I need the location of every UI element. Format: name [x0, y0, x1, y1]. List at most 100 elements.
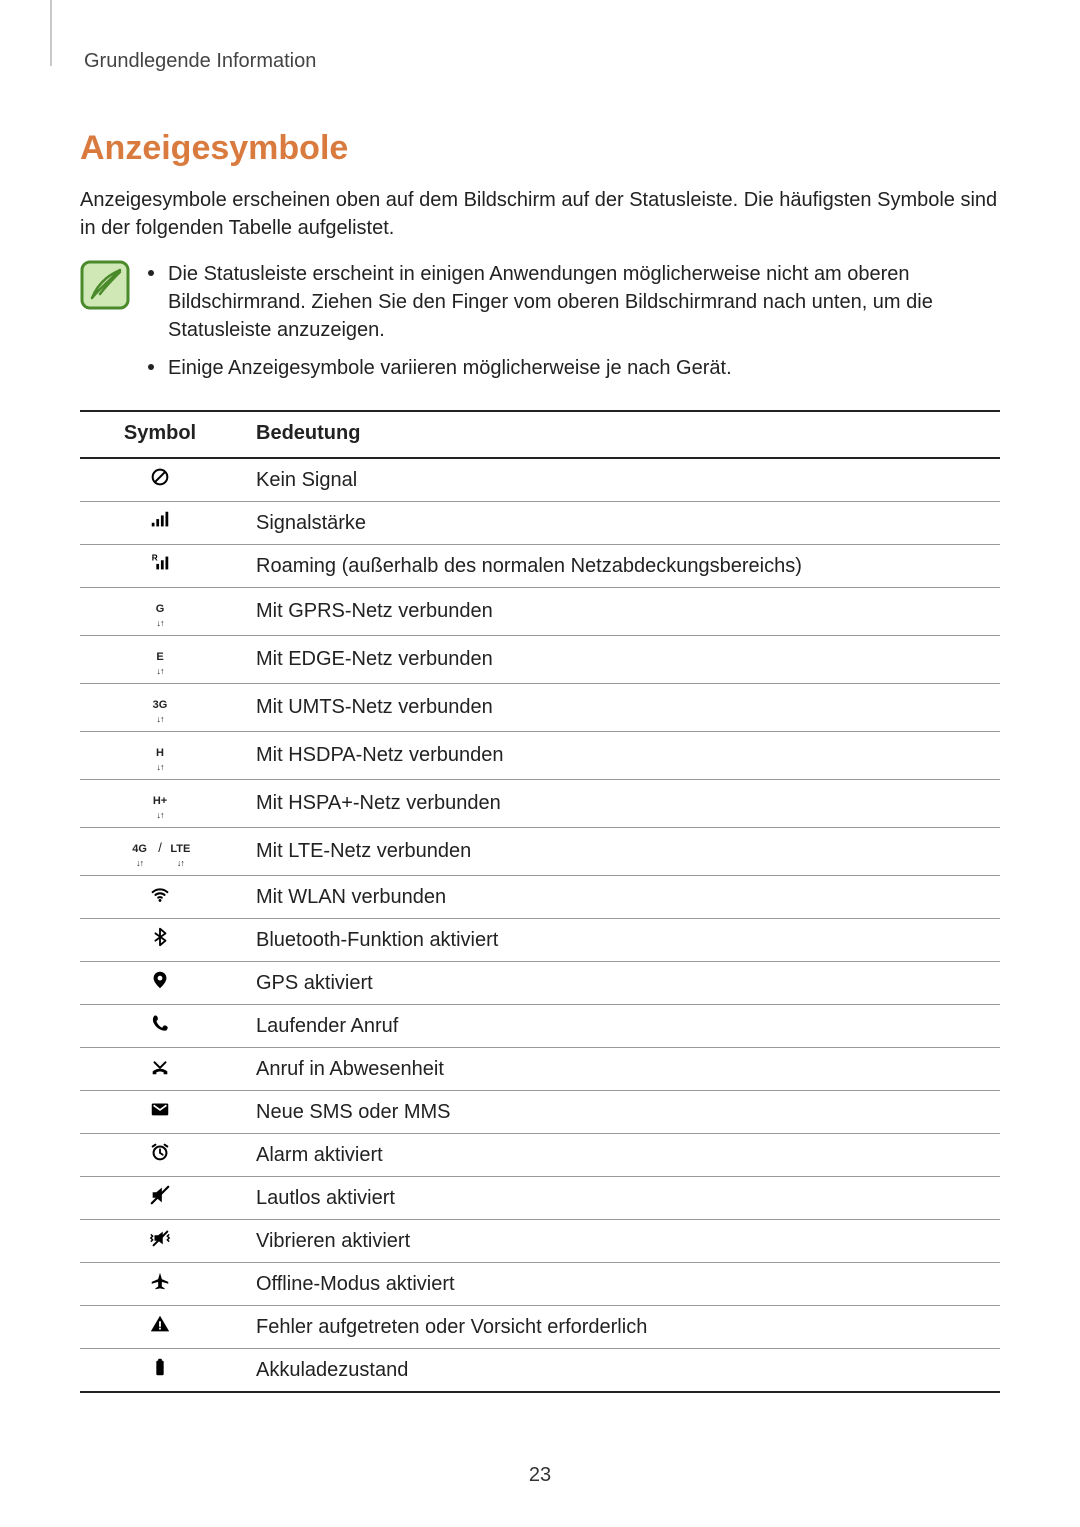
network-g-icon: G↓↑ — [147, 595, 173, 617]
table-row: G↓↑ Mit GPRS-Netz verbunden — [80, 588, 1000, 636]
meaning-cell: Bluetooth-Funktion aktiviert — [240, 919, 1000, 962]
bullet-icon — [148, 364, 154, 370]
symbol-cell: 3G↓↑ — [80, 684, 240, 732]
symbol-cell: G↓↑ — [80, 588, 240, 636]
table-row: Offline-Modus aktiviert — [80, 1263, 1000, 1306]
symbol-cell — [80, 545, 240, 588]
note-item: Die Statusleiste erscheint in einigen An… — [148, 260, 1000, 344]
table-row: Signalstärke — [80, 502, 1000, 545]
table-row: H+↓↑ Mit HSPA+-Netz verbunden — [80, 780, 1000, 828]
meaning-cell: Roaming (außerhalb des normalen Netzabde… — [240, 545, 1000, 588]
vibrate-icon — [147, 1227, 173, 1249]
symbol-cell — [80, 1134, 240, 1177]
table-row: Laufender Anruf — [80, 1005, 1000, 1048]
meaning-cell: Mit WLAN verbunden — [240, 876, 1000, 919]
table-row: Bluetooth-Funktion aktiviert — [80, 919, 1000, 962]
table-row: Neue SMS oder MMS — [80, 1091, 1000, 1134]
note-block: Die Statusleiste erscheint in einigen An… — [80, 260, 1000, 392]
no-signal-icon — [147, 466, 173, 488]
symbol-cell — [80, 1048, 240, 1091]
table-row: Anruf in Abwesenheit — [80, 1048, 1000, 1091]
symbol-cell — [80, 1306, 240, 1349]
airplane-icon — [147, 1270, 173, 1292]
signal-icon — [147, 509, 173, 531]
symbol-cell — [80, 502, 240, 545]
page: Grundlegende Information Anzeigesymbole … — [0, 0, 1080, 1527]
symbol-cell: 4G↓↑ / LTE↓↑ — [80, 828, 240, 876]
network-h-icon: H↓↑ — [147, 739, 173, 761]
meaning-cell: Offline-Modus aktiviert — [240, 1263, 1000, 1306]
table-row: Akkuladezustand — [80, 1349, 1000, 1393]
symbol-cell: H↓↑ — [80, 732, 240, 780]
symbol-cell — [80, 458, 240, 502]
meaning-cell: Mit UMTS-Netz verbunden — [240, 684, 1000, 732]
page-number: 23 — [0, 1464, 1080, 1487]
header-meaning: Bedeutung — [240, 411, 1000, 458]
meaning-cell: Anruf in Abwesenheit — [240, 1048, 1000, 1091]
meaning-cell: Lautlos aktiviert — [240, 1177, 1000, 1220]
symbol-cell: E↓↑ — [80, 636, 240, 684]
note-icon — [80, 260, 130, 310]
network-h+-icon: H+↓↑ — [147, 787, 173, 809]
table-row: Vibrieren aktiviert — [80, 1220, 1000, 1263]
section-title: Anzeigesymbole — [80, 129, 1000, 168]
symbol-cell — [80, 962, 240, 1005]
meaning-cell: Mit LTE-Netz verbunden — [240, 828, 1000, 876]
message-icon — [147, 1098, 173, 1120]
symbol-cell — [80, 1177, 240, 1220]
table-row: Alarm aktiviert — [80, 1134, 1000, 1177]
symbol-cell — [80, 1091, 240, 1134]
meaning-cell: Mit GPRS-Netz verbunden — [240, 588, 1000, 636]
symbol-cell — [80, 919, 240, 962]
running-head: Grundlegende Information — [80, 30, 1000, 129]
network-e-icon: E↓↑ — [147, 643, 173, 665]
alarm-icon — [147, 1141, 173, 1163]
symbol-cell — [80, 1349, 240, 1393]
header-symbol: Symbol — [80, 411, 240, 458]
meaning-cell: Fehler aufgetreten oder Vorsicht erforde… — [240, 1306, 1000, 1349]
meaning-cell: Laufender Anruf — [240, 1005, 1000, 1048]
gps-icon — [147, 969, 173, 991]
meaning-cell: Vibrieren aktiviert — [240, 1220, 1000, 1263]
call-icon — [147, 1012, 173, 1034]
meaning-cell: Mit HSDPA-Netz verbunden — [240, 732, 1000, 780]
meaning-cell: Neue SMS oder MMS — [240, 1091, 1000, 1134]
roaming-icon — [147, 552, 173, 574]
bullet-icon — [148, 270, 154, 276]
note-item: Einige Anzeigesymbole variieren mögliche… — [148, 354, 1000, 382]
symbol-cell — [80, 1263, 240, 1306]
table-row: GPS aktiviert — [80, 962, 1000, 1005]
meaning-cell: Alarm aktiviert — [240, 1134, 1000, 1177]
table-row: Kein Signal — [80, 458, 1000, 502]
note-text: Die Statusleiste erscheint in einigen An… — [168, 260, 1000, 344]
network-3g-icon: 3G↓↑ — [147, 691, 173, 713]
battery-icon — [147, 1356, 173, 1378]
table-row: 3G↓↑ Mit UMTS-Netz verbunden — [80, 684, 1000, 732]
wifi-icon — [147, 883, 173, 905]
mute-icon — [147, 1184, 173, 1206]
table-row: H↓↑ Mit HSDPA-Netz verbunden — [80, 732, 1000, 780]
warning-icon — [147, 1313, 173, 1335]
table-row: E↓↑ Mit EDGE-Netz verbunden — [80, 636, 1000, 684]
table-row: Fehler aufgetreten oder Vorsicht erforde… — [80, 1306, 1000, 1349]
missed-call-icon — [147, 1055, 173, 1077]
note-list: Die Statusleiste erscheint in einigen An… — [148, 260, 1000, 392]
meaning-cell: Kein Signal — [240, 458, 1000, 502]
network-lte-icon: 4G↓↑ / LTE↓↑ — [127, 835, 194, 857]
symbol-cell — [80, 1220, 240, 1263]
symbols-table: Symbol Bedeutung Kein SignalSignalstärke… — [80, 410, 1000, 1393]
symbol-cell — [80, 876, 240, 919]
intro-paragraph: Anzeigesymbole erscheinen oben auf dem B… — [80, 186, 1000, 242]
table-header-row: Symbol Bedeutung — [80, 411, 1000, 458]
table-row: Roaming (außerhalb des normalen Netzabde… — [80, 545, 1000, 588]
left-margin-rule — [50, 0, 52, 66]
table-row: 4G↓↑ / LTE↓↑ Mit LTE-Netz verbunden — [80, 828, 1000, 876]
meaning-cell: Akkuladezustand — [240, 1349, 1000, 1393]
bluetooth-icon — [147, 926, 173, 948]
symbol-cell — [80, 1005, 240, 1048]
note-text: Einige Anzeigesymbole variieren mögliche… — [168, 354, 732, 382]
table-row: Lautlos aktiviert — [80, 1177, 1000, 1220]
meaning-cell: Mit EDGE-Netz verbunden — [240, 636, 1000, 684]
meaning-cell: Mit HSPA+-Netz verbunden — [240, 780, 1000, 828]
symbol-cell: H+↓↑ — [80, 780, 240, 828]
